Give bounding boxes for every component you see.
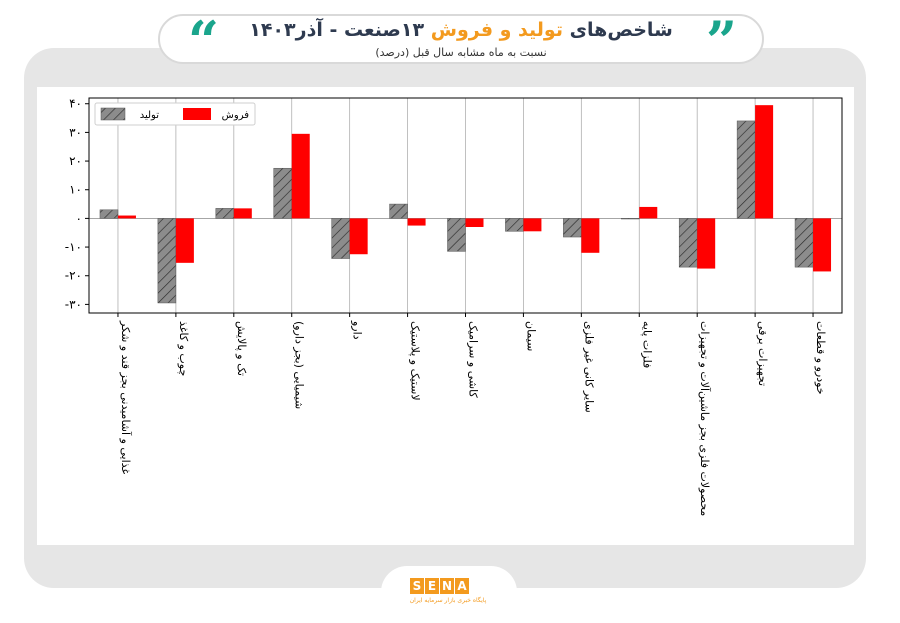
x-tick-label: تجهیزات برقی [756, 321, 769, 386]
legend-label-production: تولید [140, 110, 159, 121]
sales-bar [117, 215, 136, 219]
sales-bar [755, 105, 774, 219]
x-tick-label: غذایی و آشامیدنی بجز قند و شکر [119, 320, 133, 474]
production-bar [505, 218, 524, 232]
sales-bar [349, 218, 368, 255]
production-bar [621, 218, 640, 220]
logo-letter-a: A [455, 578, 469, 594]
production-bar [736, 120, 756, 219]
sales-bar [233, 208, 252, 219]
production-bar [678, 218, 698, 268]
production-bar [157, 218, 177, 304]
chart-title: شاخص‌های تولید و فروش ۱۳صنعت - آذر۱۴۰۳ [160, 19, 762, 41]
sales-bar [407, 218, 426, 226]
x-tick-label: سیمان [524, 321, 537, 351]
title-part-3: ۱۳صنعت - آذر۱۴۰۳ [249, 19, 431, 41]
production-bar [99, 209, 119, 219]
x-tick-label: تک و پالایش [235, 321, 248, 376]
logo-letters: S E N A [410, 578, 469, 594]
production-bar [273, 167, 292, 219]
logo-letter-n: N [440, 578, 454, 594]
sales-bar [581, 218, 600, 253]
legend-swatch-sales [183, 108, 211, 120]
y-tick-label: -۱۰ [65, 240, 82, 254]
legend-box [94, 102, 256, 126]
x-tick-label: سایر کانی غیر فلزی [582, 321, 595, 413]
y-tick-label: -۳۰ [65, 297, 82, 311]
logo-letter-s: S [410, 578, 424, 594]
sales-bar [291, 133, 310, 219]
y-tick-label: ۴۰ [69, 97, 82, 111]
x-tick-label: فلزات پایه [640, 321, 653, 368]
x-tick-label: کاشی و سرامیک [467, 321, 480, 398]
sales-bar [523, 218, 542, 232]
production-bar [447, 218, 466, 252]
chart-subtitle: نسبت به ماه مشابه سال قبل (درصد) [375, 46, 547, 59]
x-tick-label: شیمیایی (بجز دارو) [293, 321, 306, 409]
legend-swatch-production [100, 107, 126, 121]
sales-bar [639, 206, 658, 219]
production-bar [794, 218, 814, 268]
production-bar [215, 208, 235, 219]
production-bar [563, 218, 582, 238]
plot-card: ۴۰ ۳۰ ۲۰ ۱۰ ۰ -۱۰ -۲۰ -۳۰ غذایی و آشامیدنی بجز ق… [37, 87, 854, 545]
sales-bar [697, 218, 716, 269]
bar-chart: ۴۰ ۳۰ ۲۰ ۱۰ ۰ -۱۰ -۲۰ -۳۰ غذایی و آشامیدنی بجز ق… [65, 97, 843, 516]
title-banner: شاخص‌های تولید و فروش ۱۳صنعت - آذر۱۴۰۳ ن… [158, 14, 764, 64]
y-tick-label: ۱۰ [69, 183, 82, 197]
x-tick-label: محصولات فلزی بجز ماشین‌آلات و تجهیزات [698, 321, 712, 516]
y-tick-label: ۳۰ [69, 125, 82, 139]
x-tick-label: لاستیک و پلاستیک [409, 321, 422, 401]
sales-bar [813, 218, 832, 272]
x-tick-label: خودرو و قطعات [814, 321, 827, 395]
production-bar [331, 218, 350, 259]
logo-tagline: پایگاه خبری بازار سرمایه ایران [409, 597, 487, 604]
sena-logo: S E N A پایگاه خبری بازار سرمایه ایران [381, 566, 517, 618]
x-tick-label: دارو [351, 320, 364, 340]
sales-bar [175, 218, 194, 263]
title-part-1: شاخص‌های [562, 19, 673, 41]
y-tick-label: -۲۰ [65, 269, 82, 283]
legend-label-sales: فروش [222, 110, 250, 121]
production-bar [389, 203, 408, 219]
y-tick-label: ۲۰ [69, 154, 82, 168]
y-tick-label: ۰ [76, 211, 82, 225]
sales-bar [465, 218, 484, 227]
title-highlight: تولید و فروش [430, 19, 563, 41]
logo-letter-e: E [425, 578, 439, 594]
quote-close-icon: ” [706, 9, 738, 73]
quote-open-icon: “ [188, 9, 220, 73]
x-tick-label: چوب و کاغذ [177, 321, 190, 376]
